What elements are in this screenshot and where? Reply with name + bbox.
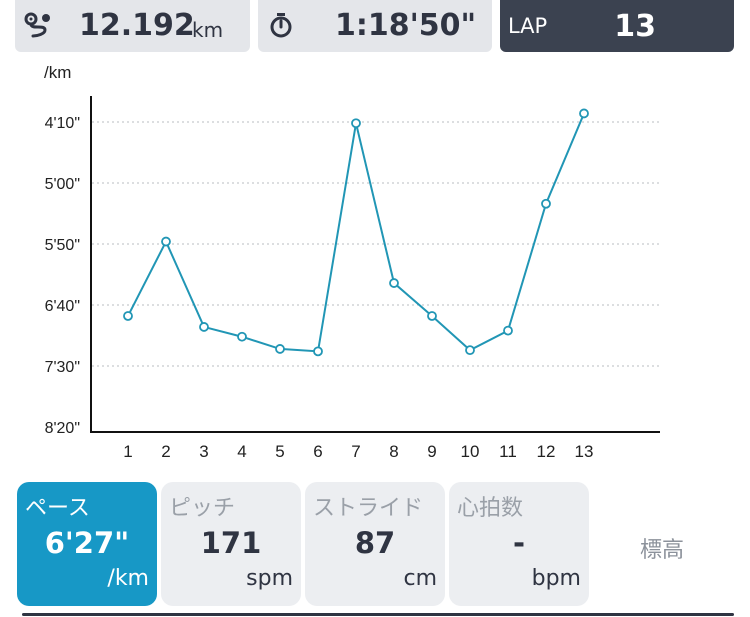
pace-unit: /km: [107, 566, 149, 591]
lap-label: LAP: [508, 14, 548, 38]
data-point: [313, 346, 323, 357]
data-point: [579, 108, 589, 119]
pitch-label: ピッチ: [169, 496, 236, 521]
data-point: [237, 331, 247, 342]
y-tick-label: 7'30": [45, 359, 80, 376]
x-tick-label: 5: [275, 442, 284, 461]
time-panel: 1:18'50": [258, 0, 492, 52]
y-tick-label: 8'20": [45, 420, 80, 437]
y-tick-label: 5'00": [45, 176, 80, 193]
x-tick-label: 12: [537, 442, 556, 461]
x-tick-label: 8: [389, 442, 398, 461]
pace-series-points: [123, 108, 589, 357]
elapsed-time-value: 1:18'50": [335, 8, 477, 43]
pace-value: 6'27": [44, 526, 130, 560]
pitch-unit: spm: [246, 566, 293, 591]
x-tick-label: 9: [427, 442, 436, 461]
data-point: [465, 345, 475, 356]
x-tick-label: 13: [575, 442, 594, 461]
heart-rate-unit: bpm: [531, 566, 581, 591]
data-point: [541, 198, 551, 209]
tab-elevation[interactable]: 標高: [600, 482, 724, 606]
x-tick-label: 3: [199, 442, 208, 461]
tab-pace[interactable]: ペース 6'27" /km: [17, 482, 157, 606]
tab-stride[interactable]: ストライド 87 cm: [305, 482, 445, 606]
y-tick-label: 4'10": [45, 115, 80, 132]
bottom-divider: [22, 613, 734, 616]
stride-unit: cm: [403, 566, 437, 591]
x-tick-label: 2: [161, 442, 170, 461]
tab-pitch[interactable]: ピッチ 171 spm: [161, 482, 301, 606]
pace-series-line: [127, 113, 585, 353]
stride-value: 87: [354, 526, 396, 560]
x-tick-label: 7: [351, 442, 360, 461]
lap-panel: LAP 13: [500, 0, 734, 52]
y-tick-label: 6'40": [45, 298, 80, 315]
distance-value: 12.192: [79, 8, 195, 43]
x-axis-ticks: 1 2 3 4 5 6 7 8 9 10 11 12 13: [123, 442, 593, 461]
x-tick-label: 4: [237, 442, 246, 461]
data-point: [161, 236, 171, 247]
tab-heart-rate[interactable]: 心拍数 - bpm: [449, 482, 589, 606]
data-point: [427, 311, 437, 321]
data-point: [389, 278, 399, 288]
data-point: [199, 322, 209, 332]
heart-rate-value: -: [512, 526, 526, 560]
y-tick-label: 5'50": [45, 237, 80, 254]
y-axis-unit: /km: [44, 63, 71, 82]
pace-label: ペース: [25, 496, 90, 521]
data-point: [503, 325, 513, 336]
x-tick-label: 11: [499, 442, 517, 461]
x-tick-label: 1: [123, 442, 132, 461]
distance-panel: 12.192 km: [15, 0, 250, 52]
distance-unit: km: [192, 18, 224, 42]
data-point: [275, 344, 285, 354]
elevation-label: 標高: [639, 538, 684, 563]
x-tick-label: 10: [461, 442, 480, 461]
pitch-value: 171: [200, 526, 262, 560]
data-point: [351, 118, 361, 129]
lap-count-value: 13: [614, 9, 656, 44]
route-icon: [24, 12, 50, 38]
x-tick-label: 6: [313, 442, 322, 461]
chart-gridlines: [92, 121, 660, 367]
data-point: [123, 311, 133, 321]
stride-label: ストライド: [313, 496, 424, 521]
heart-rate-label: 心拍数: [457, 496, 524, 521]
stopwatch-icon: [270, 13, 292, 38]
y-axis-ticks: 4'10" 5'00" 5'50" 6'40" 7'30" 8'20": [45, 115, 80, 437]
